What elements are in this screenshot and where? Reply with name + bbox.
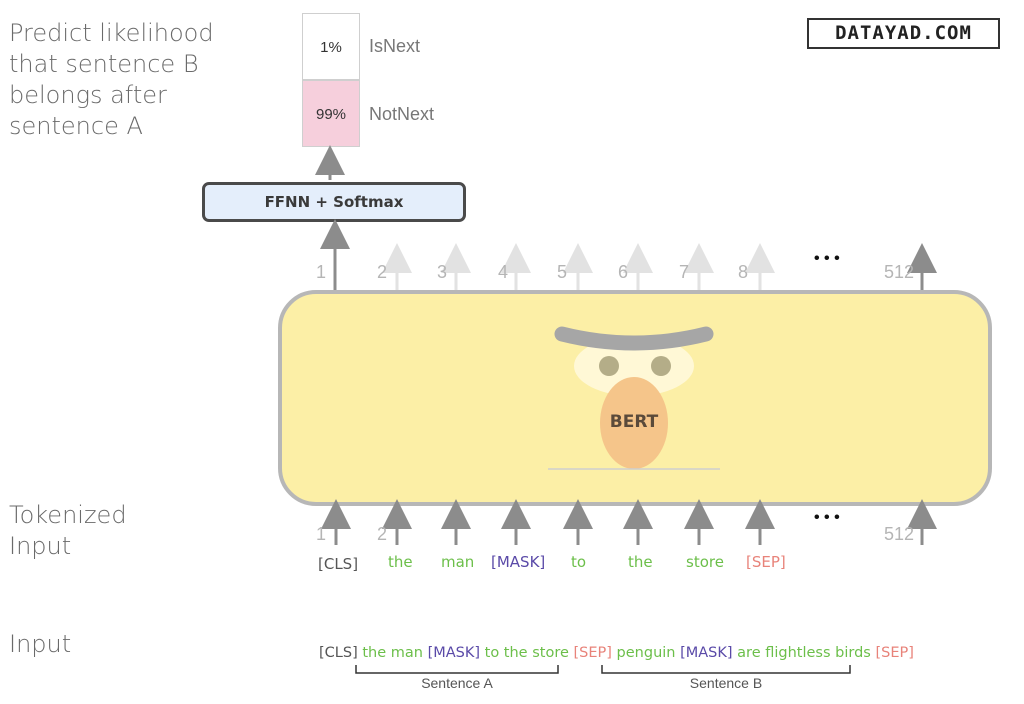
position-number: 7 [679,262,690,282]
tokenized-input-label: Tokenized Input [9,500,127,562]
position-number: 3 [437,262,448,282]
watermark-logo: DATAYAD.COM [807,18,1000,49]
input-token-sep: [SEP] [875,645,914,661]
input-token-word: are flightless birds [737,645,871,661]
notnext-prob-box: 99% [302,80,360,147]
position-number: 2 [377,262,388,282]
token-sep: [SEP] [746,553,786,571]
token-cls: [CLS] [318,555,359,573]
bert-face-illustration [548,326,720,470]
input-token-mask: [MASK] [680,645,733,661]
input-token-word: penguin [616,645,676,661]
ellipsis-top: • • • [814,250,840,267]
token-mask: [MASK] [491,553,546,571]
token-word: the [628,553,653,571]
position-number: 5 [557,262,568,282]
input-token-sep: [SEP] [573,645,612,661]
predict-label-line: sentence A [9,112,143,140]
ffnn-softmax-box: FFNN + Softmax [202,182,466,222]
input-token-mask: [MASK] [427,645,481,661]
isnext-label: IsNext [369,36,421,56]
position-number: 6 [618,262,629,282]
predict-label: Predict likelihood that sentence B belon… [9,18,214,142]
position-number: 8 [738,262,749,282]
position-number: 2 [377,524,388,544]
token-word: the [388,553,413,571]
predict-label-line: Predict likelihood [9,19,214,47]
position-number: 1 [316,262,327,282]
ellipsis-bottom: • • • [814,509,840,526]
position-number: 512 [884,262,915,282]
predict-label-line: belongs after [9,81,167,109]
input-sequence: [CLS] the man [MASK] to the store [SEP] … [319,645,914,661]
predict-label-line: that sentence B [9,50,199,78]
token-word: to [571,553,587,571]
sentence-b-label: Sentence B [689,675,763,691]
tokenized-label-line: Input [9,532,72,560]
token-word: man [441,553,475,571]
tokenized-label-line: Tokenized [9,501,127,529]
position-number: 512 [884,524,915,544]
bert-label: BERT [609,412,659,432]
notnext-label: NotNext [369,104,435,124]
sentence-a-label: Sentence A [421,675,493,691]
isnext-prob-box: 1% [302,13,360,80]
position-number: 4 [498,262,509,282]
input-token-cls: [CLS] [319,645,358,661]
token-word: store [686,553,724,571]
position-number: 1 [316,524,327,544]
input-token-word: to the store [484,645,569,661]
input-token-word: the man [362,645,423,661]
input-label: Input [9,630,72,658]
